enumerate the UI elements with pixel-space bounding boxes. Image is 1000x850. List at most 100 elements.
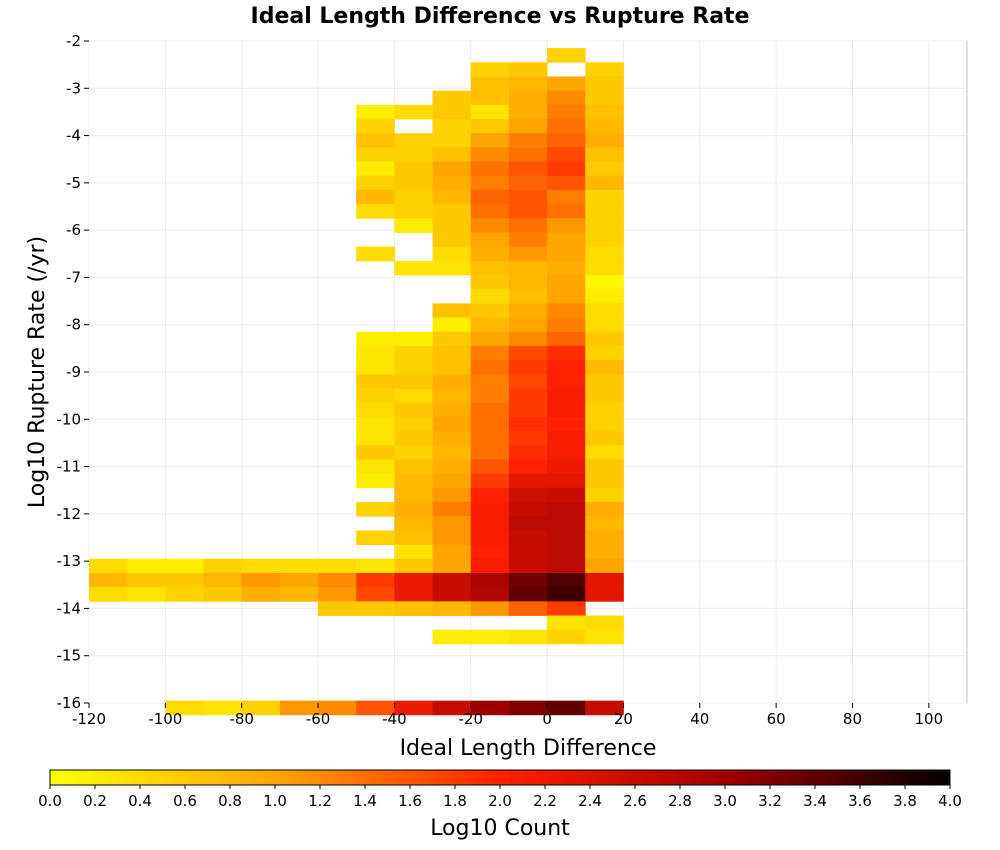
heatmap-cell bbox=[508, 445, 548, 460]
heatmap-cell bbox=[547, 473, 586, 489]
heatmap-cell bbox=[356, 473, 395, 489]
colorbar-tick-label: 2.2 bbox=[533, 792, 557, 810]
heatmap-cell bbox=[356, 601, 395, 616]
heatmap-cell bbox=[432, 431, 472, 446]
heatmap-cell bbox=[585, 204, 624, 219]
heatmap-cell bbox=[508, 133, 548, 148]
x-tick-label: 0 bbox=[542, 710, 552, 728]
heatmap-cell bbox=[508, 345, 548, 361]
heatmap-cell bbox=[470, 289, 510, 304]
heatmap-cell bbox=[89, 587, 128, 602]
heatmap-cell bbox=[356, 402, 395, 418]
heatmap-cell bbox=[394, 473, 433, 489]
heatmap-cell bbox=[508, 587, 548, 602]
heatmap-cell bbox=[508, 189, 548, 205]
heatmap-cell bbox=[470, 445, 510, 460]
heatmap-cell bbox=[547, 331, 586, 347]
heatmap-cell bbox=[432, 388, 472, 404]
heatmap-cell bbox=[356, 119, 395, 134]
heatmap-cell bbox=[508, 260, 548, 276]
heatmap-cell bbox=[356, 459, 395, 475]
heatmap-cell bbox=[585, 133, 624, 148]
heatmap-cell bbox=[547, 572, 586, 588]
heatmap-cell bbox=[356, 189, 395, 205]
y-tick-label: -6 bbox=[66, 221, 81, 239]
heatmap-cell bbox=[547, 104, 586, 120]
colorbar-label: Log10 Count bbox=[430, 816, 570, 841]
heatmap-cell bbox=[470, 572, 510, 588]
heatmap-cell bbox=[585, 317, 624, 333]
heatmap-cell bbox=[356, 345, 395, 361]
heatmap-cell bbox=[585, 558, 624, 574]
x-tick-label: -100 bbox=[148, 710, 182, 728]
heatmap-cell bbox=[508, 530, 548, 545]
y-tick-label: -13 bbox=[57, 552, 82, 570]
x-tick-label: 40 bbox=[690, 710, 709, 728]
heatmap-cell bbox=[394, 260, 433, 276]
heatmap-cell bbox=[432, 331, 472, 347]
heatmap-cell bbox=[470, 629, 510, 645]
colorbar-tick-label: 1.6 bbox=[398, 792, 422, 810]
heatmap-cell bbox=[547, 289, 586, 304]
x-tick-label: 60 bbox=[767, 710, 786, 728]
heatmap-cell bbox=[470, 388, 510, 404]
heatmap-cell bbox=[508, 90, 548, 106]
heatmap-cell bbox=[432, 473, 472, 489]
colorbar-tick-label: 3.2 bbox=[758, 792, 782, 810]
heatmap-cell bbox=[394, 558, 433, 574]
heatmap-cell bbox=[547, 431, 586, 446]
heatmap-cell bbox=[470, 260, 510, 276]
heatmap-cell bbox=[432, 445, 472, 460]
heatmap-cell bbox=[432, 459, 472, 475]
heatmap-cell bbox=[394, 161, 433, 177]
heatmap-cell bbox=[585, 147, 624, 162]
heatmap-cell bbox=[470, 473, 510, 489]
heatmap-cell bbox=[547, 204, 586, 219]
heatmap-cell bbox=[356, 161, 395, 177]
heatmap-cell bbox=[547, 459, 586, 475]
heatmap-cell bbox=[470, 317, 510, 333]
heatmap-cell bbox=[547, 360, 586, 375]
heatmap-cell bbox=[470, 218, 510, 233]
heatmap-cell bbox=[547, 544, 586, 560]
heatmap-cell bbox=[394, 487, 433, 503]
heatmap-cell bbox=[432, 487, 472, 503]
heatmap-cell bbox=[470, 360, 510, 375]
heatmap-cell bbox=[508, 558, 548, 574]
heatmap-cell bbox=[508, 516, 548, 531]
heatmap-cell bbox=[508, 459, 548, 475]
heatmap-cell bbox=[356, 445, 395, 460]
heatmap-cell bbox=[585, 275, 624, 290]
heatmap-cell bbox=[318, 601, 357, 616]
y-tick-label: -14 bbox=[57, 599, 82, 617]
colorbar-tick-label: 0.6 bbox=[173, 792, 197, 810]
heatmap-cell bbox=[356, 530, 395, 545]
heatmap-cell bbox=[432, 303, 472, 319]
heatmap-cell bbox=[394, 374, 433, 389]
heatmap-cell bbox=[547, 175, 586, 191]
heatmap-cell bbox=[127, 572, 166, 588]
heatmap-cell bbox=[547, 345, 586, 361]
heatmap-cell bbox=[318, 558, 357, 574]
heatmap-cell bbox=[547, 516, 586, 531]
heatmap-cell bbox=[547, 48, 586, 63]
heatmap-cell bbox=[470, 204, 510, 219]
heatmap-cell bbox=[585, 374, 624, 389]
colorbar-tick-label: 2.4 bbox=[578, 792, 602, 810]
colorbar-tick-label: 0.0 bbox=[38, 792, 62, 810]
heatmap-cell bbox=[585, 700, 624, 716]
heatmap-cell bbox=[470, 459, 510, 475]
heatmap-cell bbox=[394, 402, 433, 418]
heatmap-cell bbox=[508, 473, 548, 489]
heatmap-cell bbox=[432, 204, 472, 219]
heatmap-cell bbox=[432, 402, 472, 418]
heatmap-cell bbox=[394, 218, 433, 233]
x-tick-label: -120 bbox=[72, 710, 106, 728]
heatmap-cell bbox=[356, 431, 395, 446]
heatmap-cell bbox=[470, 530, 510, 545]
heatmap-cell bbox=[241, 572, 281, 588]
heatmap-cell bbox=[432, 587, 472, 602]
heatmap-cell bbox=[508, 402, 548, 418]
heatmap-cell bbox=[127, 587, 166, 602]
heatmap-cell bbox=[508, 487, 548, 503]
